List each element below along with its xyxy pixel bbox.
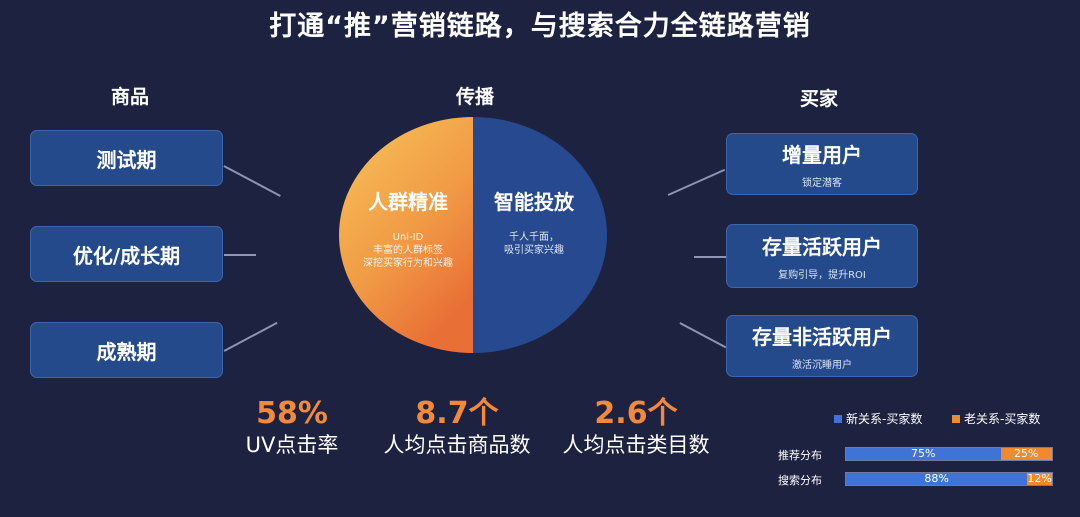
connector-line xyxy=(679,322,727,348)
pie-left-title: 人群精准 xyxy=(368,190,448,214)
pie-right-title: 智能投放 xyxy=(494,190,574,214)
pie-right-half xyxy=(473,117,607,353)
bar-recommend: 75% 25% xyxy=(845,447,1053,461)
buyer-title: 存量活跃用户 xyxy=(762,235,882,259)
pie-left-text: 人群精准 Uni-ID 丰富的人群标签 深挖买家行为和兴趣 xyxy=(352,186,464,270)
bar-category-search: 搜索分布 xyxy=(778,474,822,487)
stage-box-mature: 成熟期 xyxy=(30,322,223,378)
buyer-title: 存量非活跃用户 xyxy=(752,325,892,349)
legend-label: 新关系-买家数 xyxy=(846,412,923,426)
metric-uv-ctr: 58% UV点击率 xyxy=(212,396,372,458)
stage-label: 测试期 xyxy=(96,147,157,172)
metric-label: 人均点击商品数 xyxy=(383,433,531,457)
legend-swatch xyxy=(952,414,960,423)
metric-categories-per-user: 2.6个 人均点击类目数 xyxy=(546,396,726,458)
connector-line xyxy=(224,254,256,256)
bar-segment-new: 75% xyxy=(846,448,1001,460)
buyer-box-inactive: 存量非活跃用户 激活沉睡用户 xyxy=(726,315,918,377)
bar-segment-new: 88% xyxy=(846,473,1028,485)
stage-box-testing: 测试期 xyxy=(30,130,223,186)
buyer-title: 增量用户 xyxy=(782,143,862,167)
legend-swatch xyxy=(834,414,842,423)
stage-label: 成熟期 xyxy=(96,339,157,364)
legend-old: 老关系-买家数 xyxy=(952,410,1040,427)
buyer-sub: 激活沉睡用户 xyxy=(792,360,852,371)
metric-value: 58% xyxy=(256,396,328,431)
connector-line xyxy=(694,256,728,258)
bar-segment-old: 12% xyxy=(1027,473,1052,485)
buyers-heading: 买家 xyxy=(799,88,838,110)
bar-search: 88% 12% xyxy=(845,472,1053,486)
buyer-box-active: 存量活跃用户 复购引导，提升ROI xyxy=(726,224,918,288)
bar-category-recommend: 推荐分布 xyxy=(778,449,822,462)
pie-left-half xyxy=(339,117,473,353)
connector-line xyxy=(223,165,281,197)
pie-right-line: 千人千面， xyxy=(509,232,559,243)
pie-left-line: 深挖买家行为和兴趣 xyxy=(363,258,453,269)
page-title: 打通“推”营销链路，与搜索合力全链路营销 xyxy=(269,11,811,42)
connector-line xyxy=(667,168,725,196)
metric-value: 8.7个 xyxy=(415,396,499,431)
buyer-sub: 复购引导，提升ROI xyxy=(778,270,866,281)
spread-pie xyxy=(339,117,607,353)
bar-segment-old: 25% xyxy=(1000,448,1052,460)
pie-left-line: Uni-ID xyxy=(392,232,424,243)
metric-label: 人均点击类目数 xyxy=(562,433,710,457)
metric-goods-per-user: 8.7个 人均点击商品数 xyxy=(368,396,546,458)
pie-right-text: 智能投放 千人千面， 吸引买家兴趣 xyxy=(478,186,590,257)
legend-label: 老关系-买家数 xyxy=(964,412,1041,426)
metric-value: 2.6个 xyxy=(594,396,678,431)
metric-label: UV点击率 xyxy=(245,433,339,457)
pie-right-line: 吸引买家兴趣 xyxy=(504,245,564,256)
spread-heading: 传播 xyxy=(455,86,494,108)
stage-box-growth: 优化/成长期 xyxy=(30,226,223,282)
goods-heading: 商品 xyxy=(110,86,149,108)
pie-left-line: 丰富的人群标签 xyxy=(373,245,443,256)
buyer-sub: 锁定潜客 xyxy=(802,178,842,189)
legend-new: 新关系-买家数 xyxy=(834,410,922,427)
buyer-box-incremental: 增量用户 锁定潜客 xyxy=(726,133,918,195)
connector-line xyxy=(223,321,278,352)
stage-label: 优化/成长期 xyxy=(72,243,181,268)
